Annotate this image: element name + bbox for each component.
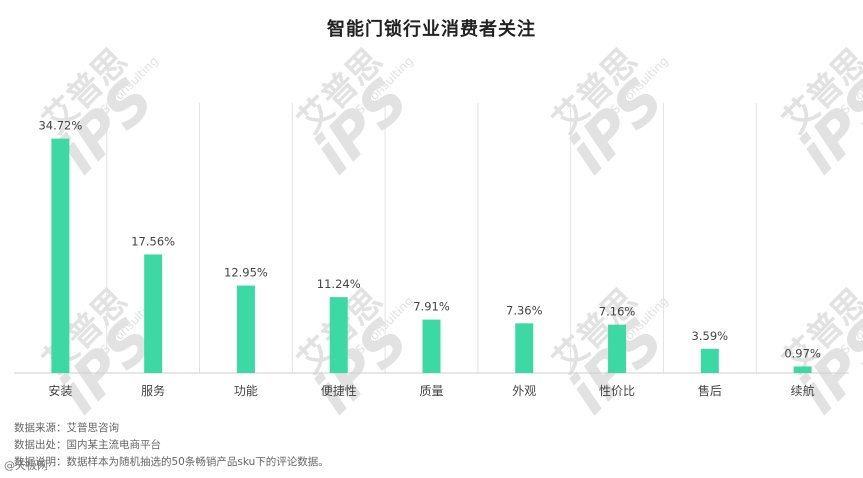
x-tick-label: 便捷性 (321, 384, 357, 398)
bar-售后 (700, 348, 719, 373)
x-tick-label: 外观 (512, 384, 536, 398)
data-labels: 34.72% 17.56% 12.95% 11.24% 7.91% 7.36% 7.16% 3… (38, 119, 820, 361)
x-tick-label: 质量 (419, 384, 443, 398)
bar-安装 (51, 138, 70, 373)
data-label: 7.16% (599, 305, 636, 319)
bar-服务 (144, 254, 163, 373)
data-label: 17.56% (131, 234, 175, 248)
x-tick-labels: 安装 服务 功能 便捷性 质量 外观 性价比 售后 续航 (48, 383, 814, 398)
data-label: 11.24% (317, 277, 361, 291)
data-label: 7.91% (413, 300, 450, 314)
data-label: 3.59% (692, 329, 729, 343)
data-label: 12.95% (224, 266, 268, 280)
bar-外观 (515, 323, 534, 373)
chart-notes: 数据来源：艾普思咨询 数据出处：国内某主流电商平台 数据说明：数据样本为随机抽选… (14, 420, 329, 471)
data-label: 0.97% (784, 346, 821, 360)
x-tick-label: 功能 (234, 384, 258, 398)
category-separators (106, 103, 757, 373)
bar-性价比 (608, 324, 627, 373)
note-source: 数据来源：艾普思咨询 (14, 422, 119, 434)
chart-title: 智能门锁行业消费者关注 (327, 19, 536, 40)
bar-功能 (236, 285, 255, 373)
bar-质量 (422, 319, 441, 373)
x-tick-label: 续航 (791, 383, 815, 398)
data-label: 7.36% (506, 303, 543, 317)
bar-便捷性 (329, 297, 348, 373)
x-tick-label: 性价比 (599, 384, 635, 398)
x-tick-label: 安装 (48, 383, 72, 398)
bar-续航 (793, 366, 812, 373)
bar-series (51, 138, 812, 373)
data-label: 34.72% (38, 119, 82, 133)
x-tick-label: 服务 (141, 383, 165, 398)
note-description: 数据说明：数据样本为随机抽选的50条畅销产品sku下的评论数据。 (14, 456, 329, 468)
x-tick-label: 售后 (698, 383, 722, 398)
note-origin: 数据出处：国内某主流电商平台 (14, 439, 161, 451)
footer-tag: @天极网 (4, 459, 48, 472)
